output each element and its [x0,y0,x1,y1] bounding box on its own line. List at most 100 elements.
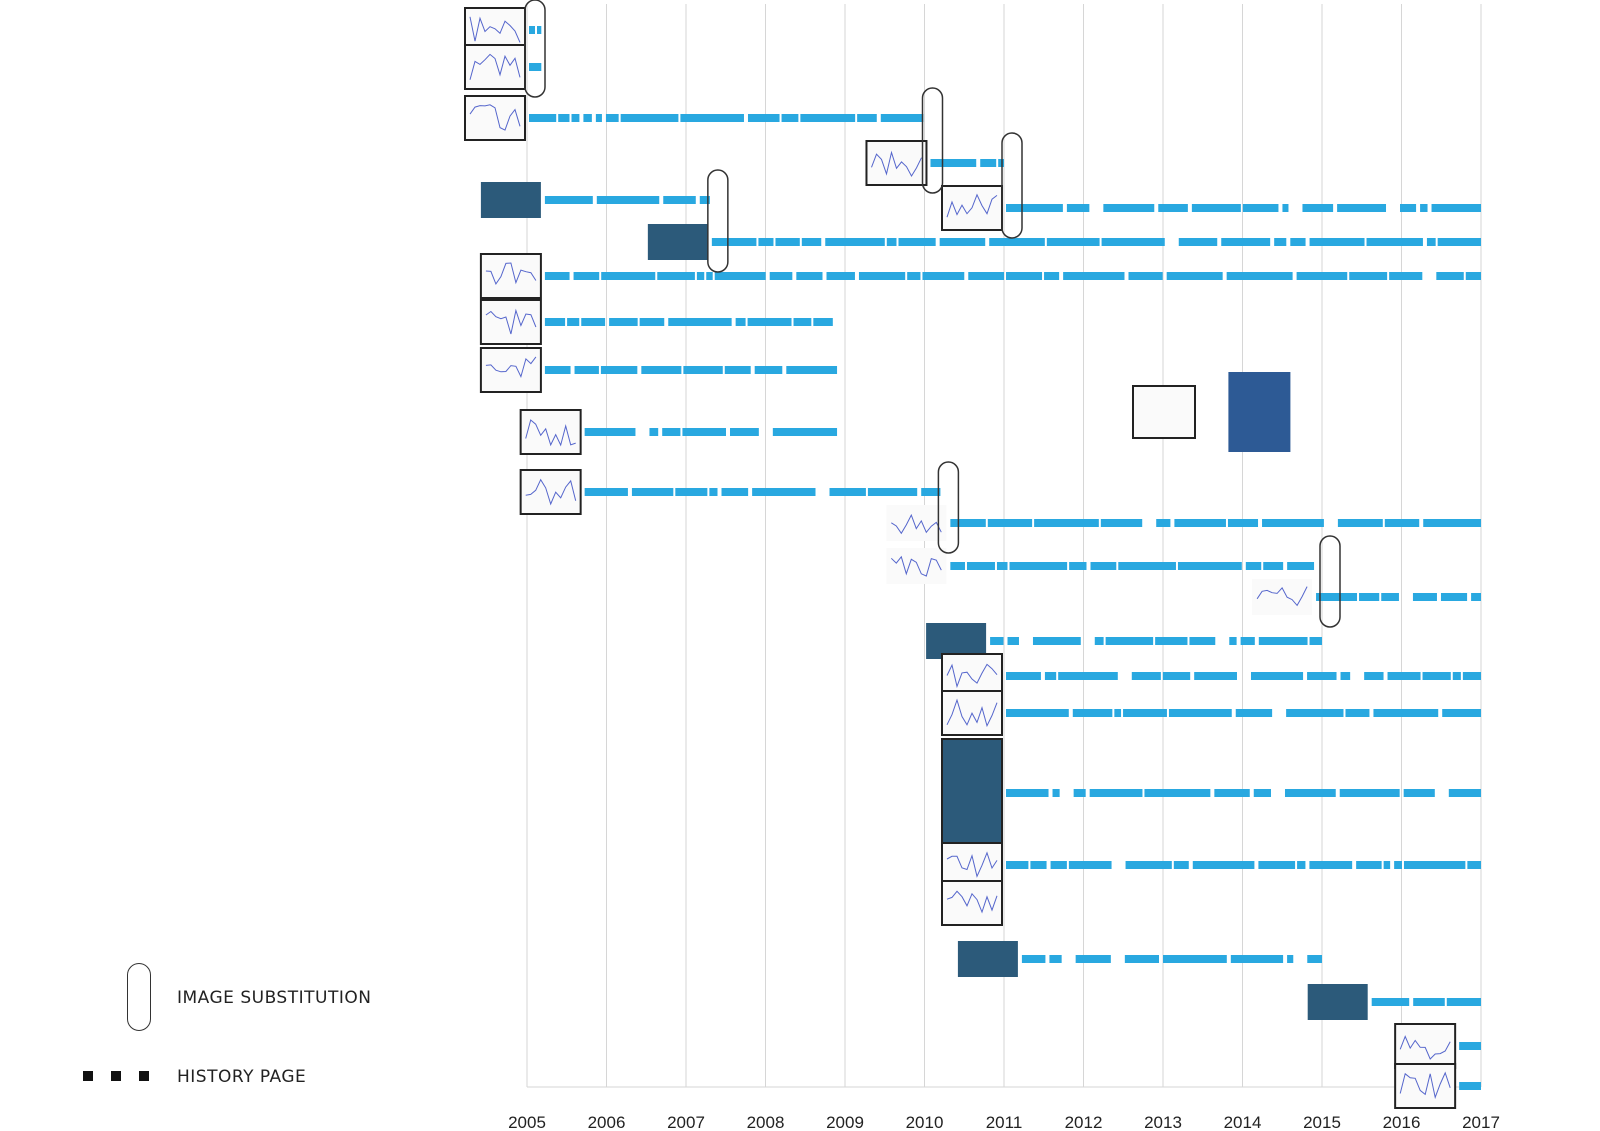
history-bar-segment [529,63,542,71]
history-bar-segment [1058,672,1118,680]
history-bar-segment [1287,562,1315,570]
history-bar-segment [1307,672,1337,680]
thumbnail-plot-line [1399,1035,1451,1060]
thumbnail-image [479,253,542,299]
history-bar-segment [1403,789,1435,797]
history-bar-segment [1006,709,1069,717]
history-bar-segment [1446,998,1481,1006]
history-bar-segment [950,562,965,570]
history-bar-segment [1009,562,1068,570]
history-bar-segment [601,272,656,280]
history-bar-segment [1400,204,1417,212]
history-bar-segment [1436,272,1464,280]
history-bar-segment [1297,861,1306,869]
history-bar-segment [1105,637,1154,645]
history-bar-segment [1420,204,1428,212]
history-bars [529,26,1481,1090]
history-bar-segment [1467,861,1481,869]
history-bar-segment [682,428,726,436]
thumbnail-plot-line [946,193,998,218]
history-bar-segment [1103,204,1155,212]
history-bar-segment [1230,955,1284,963]
history-bar-segment [1006,789,1049,797]
history-bar-segment [1258,861,1296,869]
thumbnail-plot-line [1256,586,1308,607]
history-bar-segment [1258,637,1308,645]
history-bar-segment [1032,637,1081,645]
history-bar-segment [584,488,628,496]
history-bar-segment [825,238,885,246]
history-bar-segment [989,238,1045,246]
history-bar-segment [752,488,816,496]
history-bar-segment [1174,519,1226,527]
history-bar-segment [1214,789,1250,797]
history-bar-segment [1156,519,1171,527]
history-bar-segment [1440,593,1468,601]
history-bar-segment [1349,272,1388,280]
history-bar-segment [1128,272,1163,280]
history-bar-segment [657,272,695,280]
history-bar-segment [781,114,799,122]
thumbnail-image [464,44,526,90]
thumbnail-image [886,548,947,584]
substitution-markers [524,0,1341,628]
history-bar-segment [1131,672,1161,680]
image-substitution-marker [1001,132,1023,239]
history-bar-segment [1471,593,1481,601]
history-bar-segment [1063,272,1125,280]
history-bar-segment [1173,861,1189,869]
history-bar-segment [747,114,780,122]
history-bar-segment [1366,238,1423,246]
thumbnail-image [1307,984,1368,1020]
history-bar-segment [1296,272,1348,280]
history-bar-segment [680,114,744,122]
history-bar-segment [605,114,619,122]
history-bar-segment [775,238,800,246]
history-bar-segment [1373,709,1439,717]
thumbnail-image [941,880,1003,926]
history-bar-segment [1089,789,1143,797]
history-bar-segment [1384,519,1420,527]
thumbnail-image [1394,1063,1457,1109]
thumbnail-plot-line [946,851,998,878]
history-bar-segment [1189,637,1216,645]
thumbnail-image [941,738,1003,848]
image-substitution-marker [921,87,944,194]
history-bar-segment [1006,272,1043,280]
tick-label: 2007 [667,1113,705,1131]
history-bar-segment [796,272,823,280]
history-bar-segment [921,488,941,496]
history-bar-segment [1118,562,1176,570]
history-bar-segment [857,114,877,122]
history-bar-segment [663,196,696,204]
history-bar-segment [706,272,713,280]
history-bar-segment [529,26,535,34]
history-bar-segment [641,366,682,374]
history-bar-segment [998,159,1004,167]
history-bar-segment [544,366,571,374]
history-bar-segment [583,114,592,122]
history-bar-segment [939,238,986,246]
history-bar-segment [1286,709,1344,717]
standalone-image [1228,372,1291,452]
history-bar-segment [1383,861,1391,869]
history-bar-segment [1465,272,1481,280]
legend-label-image-substitution: IMAGE SUBSTITUTION [177,988,372,1008]
history-bar-segment [793,318,812,326]
history-bar-segment [1452,672,1461,680]
history-bar-segment [714,272,766,280]
history-bar-segment [709,488,718,496]
history-bar-segment [1068,861,1112,869]
x-axis-ticks: 2005 2006 2007 2008 2009 2010 2011 2012 2013 2014… [508,1113,1500,1131]
history-bar-segment [595,114,602,122]
thumbnail-plot-line [946,663,998,689]
history-bar-segment [1229,637,1237,645]
standalone-image [1132,385,1196,439]
history-bar-segment [1069,562,1087,570]
thumbnail-plot-line [871,150,922,178]
history-bar-segment [1226,272,1293,280]
history-bar-segment [721,488,749,496]
thumbnail-plot-line [525,478,577,506]
history-bar-segment [699,196,710,204]
history-bar-segment [1316,593,1358,601]
